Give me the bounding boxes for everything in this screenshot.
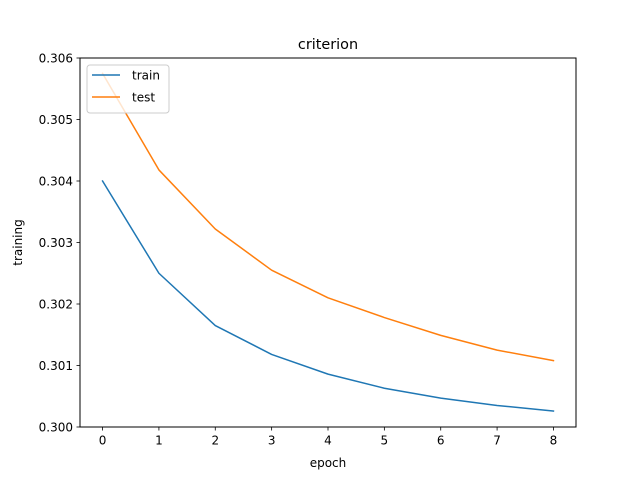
x-tick-label: 3 [268,434,276,448]
x-tick-label: 4 [324,434,332,448]
y-tick-label: 0.304 [39,174,73,188]
y-tick-label: 0.306 [39,51,73,65]
plot-frame [79,57,577,428]
x-tick-label: 6 [437,434,445,448]
y-tick-label: 0.305 [39,113,73,127]
x-tick-label: 1 [155,434,163,448]
series-line-train [101,179,555,412]
chart-title: criterion [298,37,358,53]
y-tick-label: 0.303 [39,236,73,250]
x-axis-ticks: 0 1 2 3 4 5 6 7 8 [99,427,558,448]
legend-label-test: test [132,90,155,104]
y-tick-label: 0.300 [39,420,73,434]
x-tick-label: 8 [550,434,558,448]
y-tick-label: 0.302 [39,297,73,311]
y-axis-ticks: 0.300 0.301 0.302 0.303 0.304 0.305 0.306 [39,51,80,434]
legend-label-train: train [132,68,160,82]
x-tick-label: 2 [211,434,219,448]
series-lines [101,72,555,412]
x-tick-label: 0 [99,434,107,448]
legend: train test [86,64,170,114]
x-tick-label: 5 [381,434,389,448]
y-tick-label: 0.301 [39,359,73,373]
series-line-test [101,72,555,362]
legend-box [86,64,170,114]
x-axis-label: epoch [310,456,347,470]
x-tick-label: 7 [493,434,501,448]
y-axis-label: training [11,219,25,266]
